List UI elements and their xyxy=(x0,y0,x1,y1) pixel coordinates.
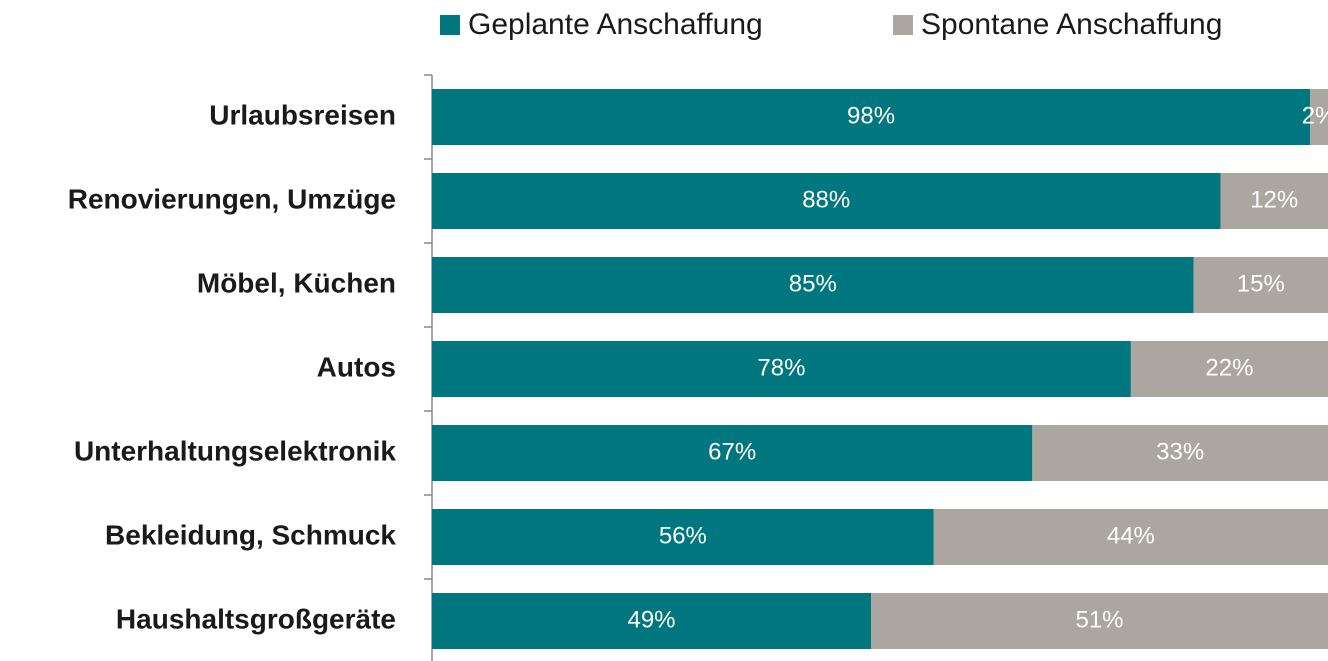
bar-segment xyxy=(432,257,1194,313)
bar-segment xyxy=(1310,89,1328,145)
bar-segment xyxy=(1220,173,1328,229)
bar-segment xyxy=(432,89,1311,145)
value-label: 33% xyxy=(1156,438,1204,465)
bar-segment xyxy=(871,593,1328,649)
value-label: 51% xyxy=(1075,606,1123,633)
category-label: Bekleidung, Schmuck xyxy=(105,519,396,550)
value-label: 85% xyxy=(789,270,837,297)
value-label: 44% xyxy=(1107,522,1155,549)
bar-segment xyxy=(432,425,1033,481)
bar-segment xyxy=(432,593,872,649)
category-label: Urlaubsreisen xyxy=(209,99,396,130)
category-label: Autos xyxy=(317,351,396,382)
value-label: 12% xyxy=(1250,186,1298,213)
legend-label: Geplante Anschaffung xyxy=(468,8,763,41)
value-label: 22% xyxy=(1205,354,1253,381)
value-label: 78% xyxy=(757,354,805,381)
category-label: Möbel, Küchen xyxy=(197,267,396,298)
bar-segment xyxy=(933,509,1328,565)
value-label: 98% xyxy=(847,102,895,129)
value-label: 88% xyxy=(802,186,850,213)
value-label: 56% xyxy=(659,522,707,549)
bar-segment xyxy=(1193,257,1328,313)
value-label: 15% xyxy=(1237,270,1285,297)
value-label: 2% xyxy=(1302,102,1328,129)
value-label: 49% xyxy=(627,606,675,633)
bar-segment xyxy=(1032,425,1328,481)
legend-swatch xyxy=(893,15,913,35)
category-label: Renovierungen, Umzüge xyxy=(68,183,396,214)
bar-segment xyxy=(432,173,1221,229)
legend-label: Spontane Anschaffung xyxy=(921,8,1222,41)
legend-swatch xyxy=(440,15,460,35)
bar-segment xyxy=(432,341,1131,397)
value-label: 67% xyxy=(708,438,756,465)
bar-segment xyxy=(432,509,934,565)
bar-segment xyxy=(1130,341,1328,397)
category-label: Unterhaltungselektronik xyxy=(74,435,396,466)
category-label: Haushaltsgroßgeräte xyxy=(116,603,396,634)
